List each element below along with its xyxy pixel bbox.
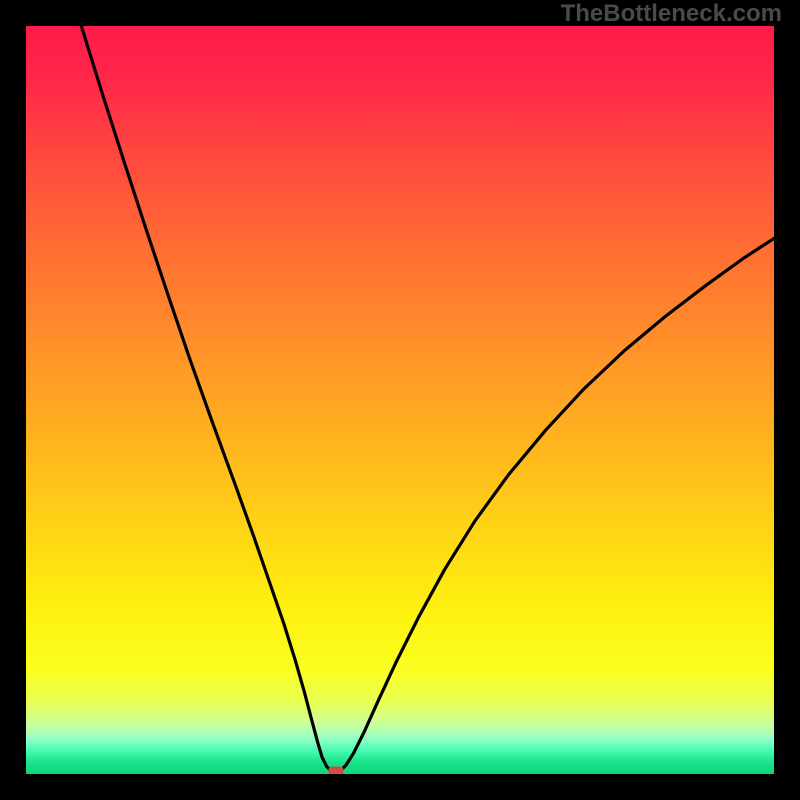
curve-path	[81, 26, 774, 773]
plot-area	[26, 26, 774, 774]
watermark-text: TheBottleneck.com	[561, 0, 782, 28]
chart-frame	[0, 0, 800, 800]
optimal-point-marker	[328, 766, 343, 774]
bottleneck-curve	[26, 26, 774, 774]
